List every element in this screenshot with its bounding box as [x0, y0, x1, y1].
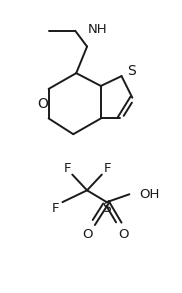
Text: O: O	[118, 228, 129, 241]
Text: OH: OH	[139, 188, 160, 201]
Text: F: F	[64, 162, 71, 175]
Text: O: O	[82, 228, 92, 241]
Text: F: F	[52, 202, 59, 214]
Text: S: S	[127, 64, 136, 78]
Text: F: F	[104, 162, 112, 175]
Text: O: O	[37, 97, 48, 111]
Text: NH: NH	[88, 23, 108, 36]
Text: S: S	[102, 201, 111, 215]
